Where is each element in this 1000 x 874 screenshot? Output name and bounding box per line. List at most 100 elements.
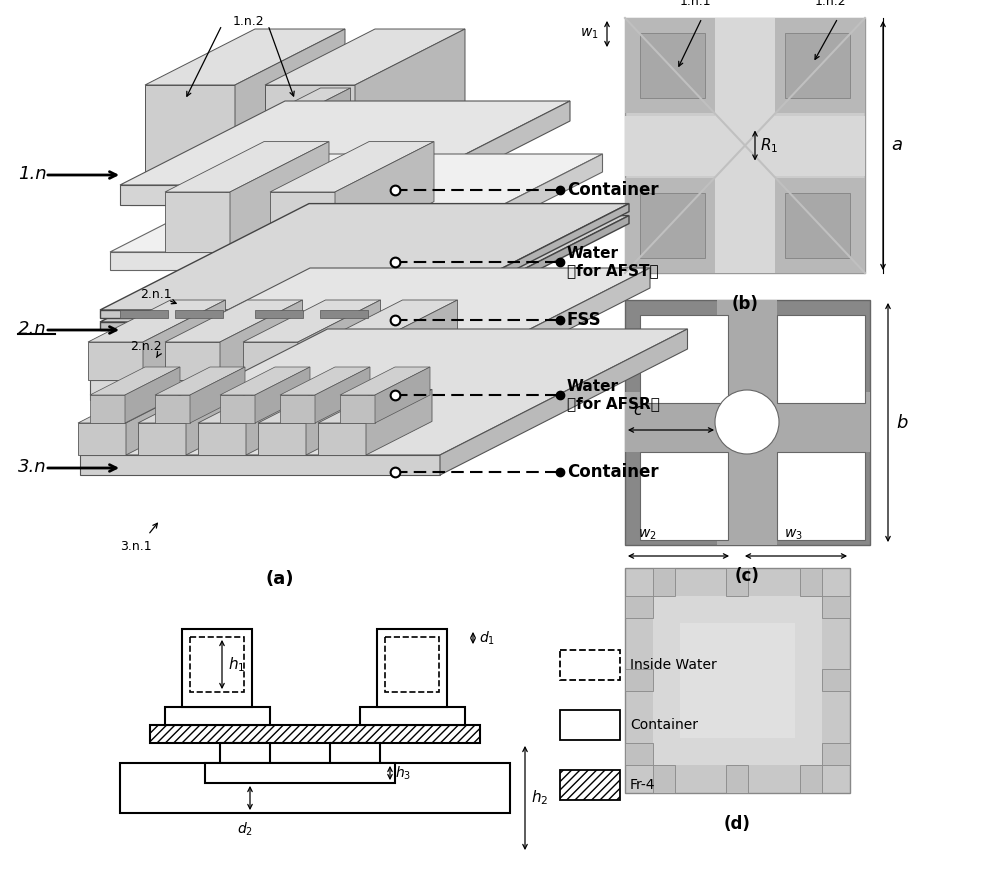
Polygon shape (198, 423, 246, 455)
Bar (653, 596, 822, 765)
Polygon shape (198, 390, 312, 423)
Bar (625, 18, 865, 273)
Polygon shape (80, 329, 688, 455)
Bar (770, 178, 865, 273)
Polygon shape (230, 142, 329, 252)
Bar (726, 765, 748, 793)
Polygon shape (420, 204, 629, 318)
Bar (640, 315, 728, 403)
Polygon shape (90, 268, 650, 380)
Polygon shape (238, 130, 268, 190)
Polygon shape (220, 367, 310, 395)
Polygon shape (90, 367, 180, 395)
Polygon shape (440, 329, 688, 475)
Text: Inside Water: Inside Water (630, 658, 717, 672)
Bar (165, 707, 270, 725)
Text: 2.n.1: 2.n.1 (140, 288, 172, 301)
Text: Container: Container (567, 181, 659, 199)
Bar (785, 193, 850, 258)
Bar (653, 568, 675, 596)
Text: 1.n: 1.n (18, 165, 47, 183)
Polygon shape (138, 390, 252, 423)
Text: (d): (d) (724, 815, 750, 833)
Bar (777, 315, 865, 403)
Circle shape (715, 390, 779, 454)
Polygon shape (143, 300, 226, 380)
Bar (360, 707, 465, 725)
Text: $h_1$: $h_1$ (228, 656, 245, 674)
Polygon shape (175, 310, 223, 318)
Polygon shape (165, 192, 230, 252)
Bar (822, 596, 850, 618)
Polygon shape (410, 154, 602, 270)
Polygon shape (298, 300, 380, 380)
Bar (560, 650, 620, 680)
Polygon shape (138, 423, 186, 455)
Bar (822, 743, 850, 765)
Polygon shape (375, 367, 430, 423)
Polygon shape (306, 390, 372, 455)
Polygon shape (390, 106, 555, 205)
Polygon shape (88, 342, 143, 380)
Bar (190, 637, 244, 692)
Bar (150, 725, 480, 743)
Polygon shape (125, 367, 180, 423)
Polygon shape (268, 88, 351, 190)
Bar (717, 300, 777, 545)
Bar (785, 33, 850, 98)
Polygon shape (88, 300, 226, 342)
Polygon shape (235, 29, 345, 190)
Bar (182, 629, 252, 707)
Text: (a): (a) (266, 570, 294, 588)
Polygon shape (186, 390, 252, 455)
Bar (625, 669, 653, 691)
Bar (770, 18, 865, 113)
Bar (560, 710, 620, 740)
Bar (640, 33, 705, 98)
Polygon shape (420, 216, 629, 330)
Polygon shape (255, 367, 310, 423)
Polygon shape (130, 106, 555, 190)
Bar (640, 452, 728, 540)
Polygon shape (270, 192, 335, 252)
Text: $w_3$: $w_3$ (784, 528, 802, 542)
Bar (205, 763, 395, 783)
Polygon shape (258, 423, 306, 455)
Polygon shape (320, 310, 368, 318)
Polygon shape (238, 88, 351, 130)
Polygon shape (320, 342, 375, 380)
Polygon shape (340, 395, 375, 423)
Text: Container: Container (630, 718, 698, 732)
Text: 1.n.1: 1.n.1 (679, 0, 711, 8)
Polygon shape (246, 390, 312, 455)
Polygon shape (100, 204, 629, 310)
Text: (b): (b) (732, 295, 758, 313)
Bar (120, 763, 510, 813)
Text: Water
（for AFST）: Water （for AFST） (567, 246, 659, 278)
Polygon shape (255, 310, 303, 318)
Text: 3.n: 3.n (18, 458, 47, 476)
Polygon shape (155, 395, 190, 423)
Polygon shape (220, 300, 302, 380)
Bar (625, 18, 720, 113)
Polygon shape (100, 322, 420, 330)
Polygon shape (335, 142, 434, 252)
Text: Water
（for AFSR）: Water （for AFSR） (567, 378, 660, 411)
Bar (653, 765, 675, 793)
Polygon shape (78, 390, 192, 423)
Polygon shape (270, 142, 434, 192)
Bar (777, 452, 865, 540)
Polygon shape (120, 101, 570, 185)
Bar (220, 743, 270, 798)
Polygon shape (165, 142, 329, 192)
Text: $b$: $b$ (896, 413, 909, 432)
Bar (822, 669, 850, 691)
Polygon shape (120, 185, 405, 205)
Polygon shape (130, 190, 390, 205)
Polygon shape (78, 423, 126, 455)
Text: 3.n.1: 3.n.1 (120, 540, 152, 553)
Bar (726, 568, 748, 596)
Polygon shape (280, 367, 370, 395)
Text: $a$: $a$ (891, 136, 903, 155)
Text: 1.n.2: 1.n.2 (232, 15, 264, 28)
